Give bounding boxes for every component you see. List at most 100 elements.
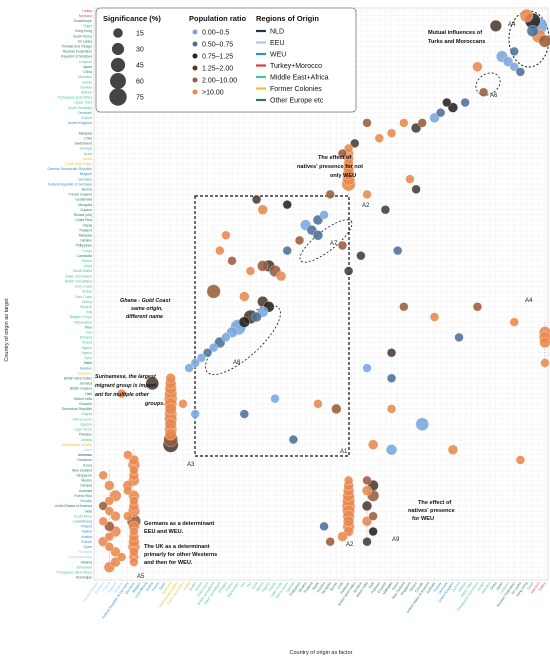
y-tick-label: Ireland <box>82 530 92 534</box>
y-tick-label: South Korea <box>73 34 92 38</box>
data-point <box>206 284 221 299</box>
y-tick-label: British West Indies <box>64 376 92 380</box>
annotation-effect-top-3: only WEU <box>330 173 356 179</box>
y-tick-label: Russia (old) <box>74 213 92 217</box>
data-point <box>374 133 384 143</box>
x-tick-label: Japan <box>495 581 504 591</box>
data-point <box>387 373 397 383</box>
x-tick-label: Korea <box>391 581 400 591</box>
annotation-a1: A1 <box>340 449 348 455</box>
annotation-ghana-2: same origin, <box>131 306 163 312</box>
y-tick-label: Iraq <box>86 310 92 314</box>
legend-size-marker <box>111 42 125 56</box>
x-tick-label: Australia <box>425 581 436 594</box>
data-point <box>129 465 139 475</box>
y-tick-label: Lebanon <box>79 60 92 64</box>
y-tick-label: Puerto Rico <box>74 494 92 498</box>
y-tick-label: Ethiopia <box>80 336 92 340</box>
legend-region-label: Former Colonies <box>270 86 322 93</box>
y-tick-label: Sudan <box>82 290 92 294</box>
data-point <box>343 515 355 527</box>
y-tick-label: Spain <box>83 545 92 549</box>
legend-region-label: WEU <box>270 52 286 59</box>
y-tick-label: Portuguese West Africa <box>57 571 92 575</box>
data-point <box>509 46 519 56</box>
y-tick-label: Malaysia <box>79 131 92 135</box>
x-axis-title: Country of origin as factor <box>290 650 353 656</box>
x-tick-label: Mauritius <box>480 581 491 595</box>
y-tick-label: South Africa <box>74 514 92 518</box>
annotation-german-2: EEU and WEU. <box>144 529 184 535</box>
annotation-a6: A6 <box>490 93 498 99</box>
data-point <box>368 526 378 537</box>
annotation-effect-bot-2: natives' presence <box>408 508 455 514</box>
x-tick-label: Ecuador <box>377 581 388 594</box>
y-tick-label: Suriname <box>77 371 92 375</box>
data-point <box>362 189 372 199</box>
y-tick-label: Nigeria <box>81 351 92 355</box>
x-tick-label: Guyana <box>316 581 326 593</box>
data-point <box>429 112 440 123</box>
x-tick-label: Turkey <box>538 581 547 592</box>
data-point <box>104 506 114 516</box>
annotation-effect-top-1: The effect of <box>318 155 351 161</box>
y-tick-label: Belgian Congo <box>70 315 92 319</box>
data-point <box>190 409 200 419</box>
y-tick-label: Mexico <box>81 479 92 483</box>
x-tick-label: Burma <box>329 581 338 592</box>
data-point <box>117 389 127 399</box>
y-tick-label: Australia <box>79 489 92 493</box>
x-tick-label: Haiti <box>368 581 375 589</box>
data-point <box>129 496 139 506</box>
x-tick-label: Eritrea <box>225 581 234 592</box>
y-tick-label: Singapore <box>77 474 93 478</box>
y-tick-label: Italian Somaliland <box>65 274 92 278</box>
data-point <box>227 256 237 266</box>
data-point <box>128 454 139 466</box>
legend-size-label: 75 <box>136 95 144 102</box>
data-point <box>415 417 429 431</box>
annotation-german-1: Germans as a determinant <box>144 521 214 527</box>
y-tick-label: British India <box>74 397 92 401</box>
y-tick-label: Ukraine <box>80 239 92 243</box>
legend-size-label: 15 <box>136 31 144 38</box>
y-tick-label: British Somaliland <box>65 279 92 283</box>
y-tick-label: Turkey <box>82 9 93 13</box>
legend-region-label: Turkey+Morocco <box>270 63 322 70</box>
data-point <box>447 102 458 113</box>
y-tick-label: Algeria <box>81 346 92 350</box>
legend-ratio-marker <box>192 89 198 95</box>
data-point <box>110 546 121 557</box>
y-tick-label: Malaysia <box>79 233 92 237</box>
y-tick-label: Federal Republic of Germany <box>48 182 93 186</box>
annotations: A4 A6 A2 A7 A4 A8 A1 A3 A2 A9 A5 Mutual influences … <box>95 22 533 580</box>
data-point <box>399 302 409 312</box>
data-point <box>282 200 292 210</box>
y-tick-label: Congo <box>82 249 92 253</box>
data-point <box>239 409 249 419</box>
data-point <box>221 230 231 240</box>
x-tick-label: Syria <box>251 581 259 590</box>
data-point <box>104 521 115 532</box>
x-tick-label: Chile <box>337 581 345 590</box>
data-point <box>276 271 287 282</box>
y-tick-label: Philippines <box>76 244 93 248</box>
data-point <box>104 542 114 552</box>
data-point <box>387 404 397 414</box>
data-point <box>337 240 348 251</box>
y-tick-label: Finland <box>81 525 92 529</box>
legend-size-marker <box>109 88 127 106</box>
data-point <box>362 475 372 485</box>
data-point <box>178 399 188 409</box>
y-tick-label: Gold Coast <box>75 295 92 299</box>
data-point <box>104 480 115 491</box>
data-point <box>362 118 372 128</box>
y-tick-label: Unknown <box>78 453 92 457</box>
x-tick-label: Ethiopia <box>217 581 227 593</box>
legend-ratio-label: 0.00–0.5 <box>202 30 229 37</box>
annotation-a4-top: A4 <box>508 22 516 28</box>
data-point <box>361 500 373 511</box>
data-point <box>343 158 354 169</box>
annotation-effect-top-2: natives' presence for not <box>297 164 363 170</box>
y-tick-label: Morocco <box>79 14 92 18</box>
